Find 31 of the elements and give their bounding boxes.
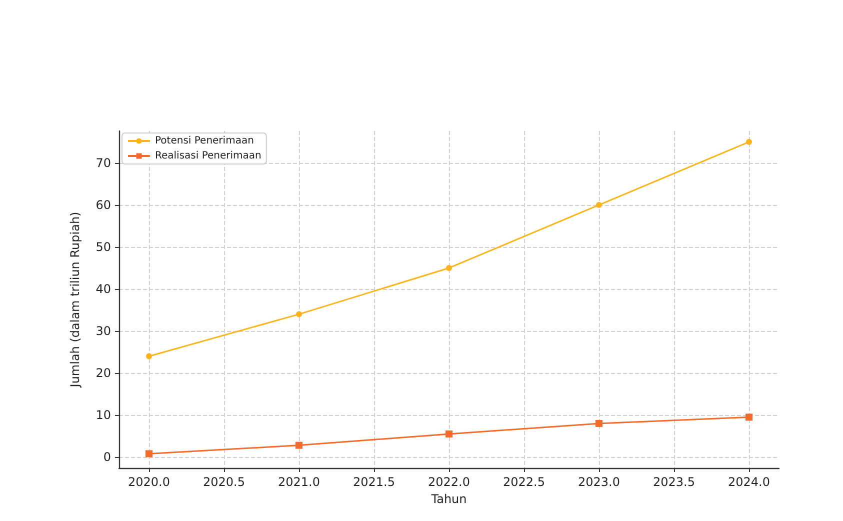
y-tick-label: 70	[96, 156, 111, 170]
point	[146, 353, 152, 360]
point	[446, 430, 452, 438]
y-tick-label: 0	[103, 450, 111, 464]
y-tick-label: 40	[96, 282, 111, 296]
point	[296, 311, 302, 318]
point	[146, 450, 152, 458]
point	[446, 264, 452, 271]
y-tick-label: 30	[96, 324, 111, 338]
x-tick-label: 2024.0	[728, 475, 770, 489]
legend-label: Realisasi Penerimaan	[155, 150, 262, 162]
point	[296, 442, 302, 449]
point	[746, 414, 752, 421]
legend-label: Potensi Penerimaan	[155, 136, 254, 146]
x-tick-label: 2022.5	[503, 475, 545, 489]
x-tick-label: 2023.5	[653, 475, 695, 489]
point	[746, 138, 752, 145]
point	[596, 420, 602, 427]
y-tick-label: 50	[96, 240, 111, 254]
x-tick-label: 2022.0	[428, 475, 470, 489]
y-tick-label: 10	[96, 408, 111, 422]
x-tick-label: 2021.5	[353, 475, 395, 489]
y-axis-title: Jumlah (dalam triliun Rupiah)	[68, 212, 82, 388]
x-axis-title: Tahun	[430, 492, 467, 506]
x-tick-label: 2020.5	[203, 475, 245, 489]
point	[596, 202, 602, 208]
x-tick-label: 2021.0	[278, 475, 320, 489]
x-tick-label: 2023.0	[578, 475, 620, 489]
y-tick-label: 60	[96, 198, 111, 212]
x-tick-label: 2020.0	[128, 475, 170, 489]
y-tick-label: 20	[96, 366, 111, 380]
